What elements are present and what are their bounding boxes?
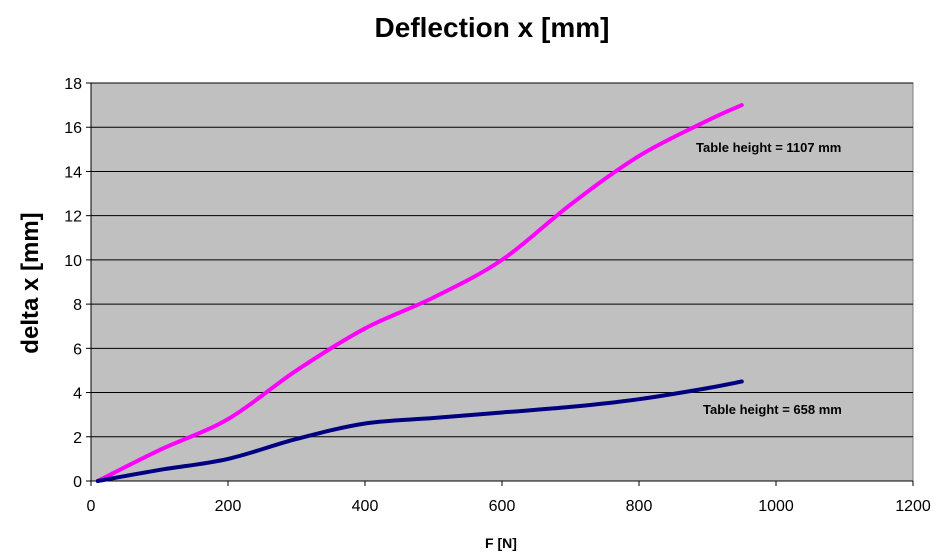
y-tick-label: 4	[73, 386, 82, 403]
series-line-2	[95, 379, 744, 483]
y-tick-label: 10	[64, 253, 82, 270]
x-tick-label: 600	[489, 498, 516, 515]
x-tick-label: 400	[352, 498, 379, 515]
y-tick-label: 12	[64, 209, 82, 226]
y-axis-label: delta x [mm]	[17, 212, 44, 353]
x-tick-label: 200	[215, 498, 242, 515]
y-tick-label: 6	[73, 341, 82, 358]
y-tick-label: 8	[73, 297, 82, 314]
y-tick-label: 0	[73, 474, 82, 491]
series-label-2: Table height = 658 mm	[703, 402, 842, 417]
x-tick-label: 1200	[895, 498, 931, 515]
y-tick-label: 16	[64, 120, 82, 137]
chart-title: Deflection x [mm]	[375, 12, 610, 43]
y-tick-label: 14	[64, 164, 82, 181]
x-tick-label: 0	[87, 498, 96, 515]
plot-area: 0 2 4 6 8 10 12 14 16 18 0 200 400 600 800 1000 1200 Tabl…	[64, 76, 931, 515]
x-tick-label: 800	[626, 498, 653, 515]
x-tick-label: 1000	[758, 498, 794, 515]
y-tick-label: 18	[64, 76, 82, 93]
y-tick-label: 2	[73, 430, 82, 447]
x-axis-label: F [N]	[485, 535, 517, 551]
series-line-1	[95, 103, 744, 483]
series-label-1: Table height = 1107 mm	[696, 140, 841, 155]
plot-background	[90, 82, 914, 482]
